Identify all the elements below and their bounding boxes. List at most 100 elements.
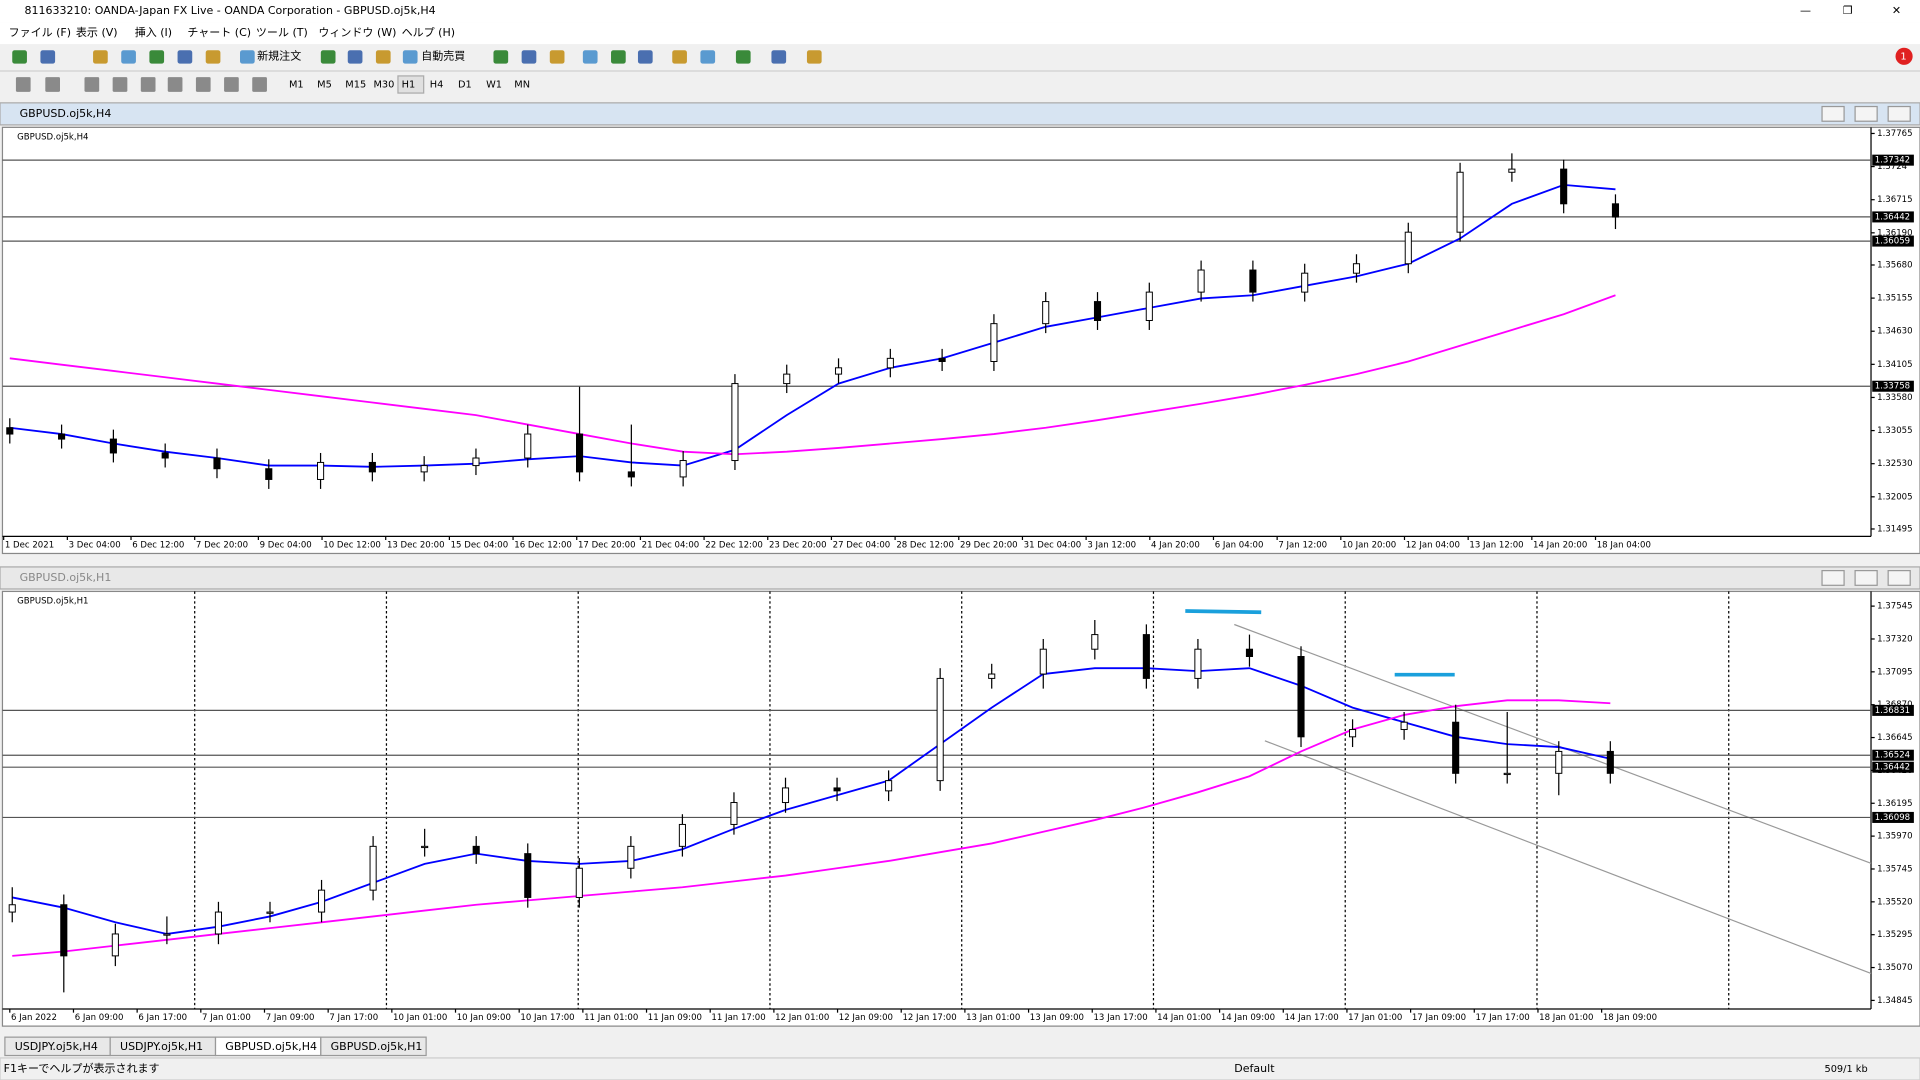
toolbar-button[interactable] <box>205 50 221 64</box>
menu-item[interactable]: ツール (T) <box>256 26 308 39</box>
price-label: 1.36442 <box>1875 212 1910 222</box>
window-close[interactable] <box>1887 570 1911 586</box>
toolbar-button[interactable] <box>177 50 193 64</box>
timeframe-button[interactable]: M30 <box>373 79 394 90</box>
window-minimize[interactable] <box>1821 105 1845 122</box>
y-tick-label: 1.37765 <box>1877 129 1912 139</box>
menu-item[interactable]: 表示 (V) <box>76 25 118 39</box>
timeframe-button[interactable]: M5 <box>317 79 332 90</box>
price-label-box <box>1872 761 1914 773</box>
toolbar-button[interactable] <box>735 50 751 64</box>
moving-average <box>12 667 1611 935</box>
x-tick-label: 6 Jan 04:00 <box>1215 540 1264 550</box>
tool-button[interactable] <box>15 77 31 92</box>
toolbar-button[interactable] <box>93 50 108 64</box>
moving-average <box>9 183 1616 468</box>
price-label-box <box>1872 380 1914 392</box>
toolbar-button[interactable] <box>521 50 537 64</box>
toolbar-button[interactable] <box>12 50 27 64</box>
candle-body <box>214 911 222 935</box>
timeframe-button[interactable]: M15 <box>345 79 366 90</box>
y-tick-label: 1.36195 <box>1877 799 1912 809</box>
alert-badge[interactable] <box>1895 47 1913 65</box>
timeframe-button[interactable]: D1 <box>458 79 472 90</box>
price-label-box <box>1872 811 1914 823</box>
menu-item[interactable]: ウィンドウ (W) <box>318 26 396 39</box>
tool-button[interactable] <box>140 77 156 92</box>
price-label: 1.36059 <box>1875 237 1910 247</box>
x-tick-label: 9 Dec 04:00 <box>260 540 312 550</box>
y-tick-label: 1.32005 <box>1877 492 1912 502</box>
window-maximize[interactable] <box>1854 570 1878 586</box>
tool-button[interactable] <box>167 77 183 92</box>
timeframe-button[interactable]: W1 <box>486 79 502 90</box>
toolbar-button[interactable] <box>149 50 165 64</box>
x-tick-label: 31 Dec 04:00 <box>1024 540 1082 550</box>
candle-body <box>1400 721 1408 731</box>
menu-item[interactable]: 挿入 (I) <box>135 25 172 39</box>
maximize[interactable]: ❐ <box>1843 4 1853 17</box>
window-title: GBPUSD.oj5k,H1 <box>20 571 112 584</box>
window-header <box>0 566 1920 590</box>
candle-body <box>833 787 841 792</box>
x-tick-label: 13 Dec 20:00 <box>387 540 445 550</box>
moving-average <box>9 294 1616 456</box>
status-traffic: 509/1 kb <box>1824 1064 1867 1075</box>
chart-tab[interactable] <box>320 1036 427 1057</box>
x-tick-label: 7 Jan 01:00 <box>202 1013 251 1023</box>
x-tick-label: 11 Jan 01:00 <box>584 1013 638 1023</box>
minimize[interactable]: — <box>1800 4 1811 17</box>
timeframe-button[interactable]: MN <box>514 79 530 90</box>
y-tick-label: 1.35520 <box>1877 897 1912 907</box>
tool-button[interactable] <box>45 77 60 92</box>
auto-trading-button[interactable]: 自動売買 <box>421 48 465 62</box>
toolbar-button[interactable] <box>347 50 363 64</box>
toolbar-button[interactable] <box>806 50 822 64</box>
toolbar-button[interactable] <box>375 50 391 64</box>
menu-item[interactable]: チャート (C) <box>187 26 251 39</box>
menu-item[interactable]: ファイル (F) <box>9 26 72 39</box>
y-tick-label: 1.34845 <box>1877 996 1912 1006</box>
timeframe-button[interactable]: M1 <box>289 79 304 90</box>
toolbar-button[interactable] <box>637 50 653 64</box>
timeframe-button[interactable]: H1 <box>402 79 416 90</box>
new-order-button[interactable]: 新規注文 <box>257 48 301 62</box>
candle-body <box>1452 721 1460 774</box>
candle-body <box>472 845 480 855</box>
x-tick-label: 10 Jan 20:00 <box>1342 540 1396 550</box>
close[interactable]: ✕ <box>1892 4 1901 17</box>
candle-body <box>1508 168 1516 173</box>
toolbar-button[interactable] <box>611 50 626 64</box>
y-tick-label: 1.36715 <box>1877 195 1912 205</box>
menu-item[interactable]: ヘルプ (H) <box>402 26 455 39</box>
candle-body <box>524 853 532 898</box>
toolbar-button[interactable] <box>121 50 136 64</box>
window-maximize[interactable] <box>1854 105 1878 122</box>
candle-body <box>524 433 532 459</box>
toolbar-button[interactable] <box>549 50 565 64</box>
toolbar-button[interactable] <box>771 50 787 64</box>
toolbar-button[interactable] <box>40 50 56 64</box>
toolbar-button[interactable] <box>402 50 418 64</box>
x-tick-label: 12 Jan 01:00 <box>775 1013 829 1023</box>
toolbar-button[interactable] <box>672 50 687 64</box>
tool-button[interactable] <box>224 77 239 92</box>
candle-body <box>1197 269 1205 293</box>
candle-body <box>109 438 117 454</box>
toolbar-button[interactable] <box>582 50 598 64</box>
toolbar-button[interactable] <box>240 50 255 64</box>
candle-body <box>420 465 428 473</box>
x-tick-label: 29 Dec 20:00 <box>960 540 1018 550</box>
tool-button[interactable] <box>112 77 128 92</box>
toolbar-button[interactable] <box>493 50 509 64</box>
x-tick-label: 4 Jan 20:00 <box>1151 540 1200 550</box>
window-close[interactable] <box>1887 105 1911 122</box>
tool-button[interactable] <box>195 77 211 92</box>
window-minimize[interactable] <box>1821 570 1845 586</box>
tool-button[interactable] <box>84 77 100 92</box>
toolbar-button[interactable] <box>700 50 716 64</box>
toolbar-button[interactable] <box>320 50 336 64</box>
timeframe-button[interactable]: H4 <box>430 79 444 90</box>
window-header <box>0 102 1920 126</box>
tool-button[interactable] <box>252 77 267 92</box>
